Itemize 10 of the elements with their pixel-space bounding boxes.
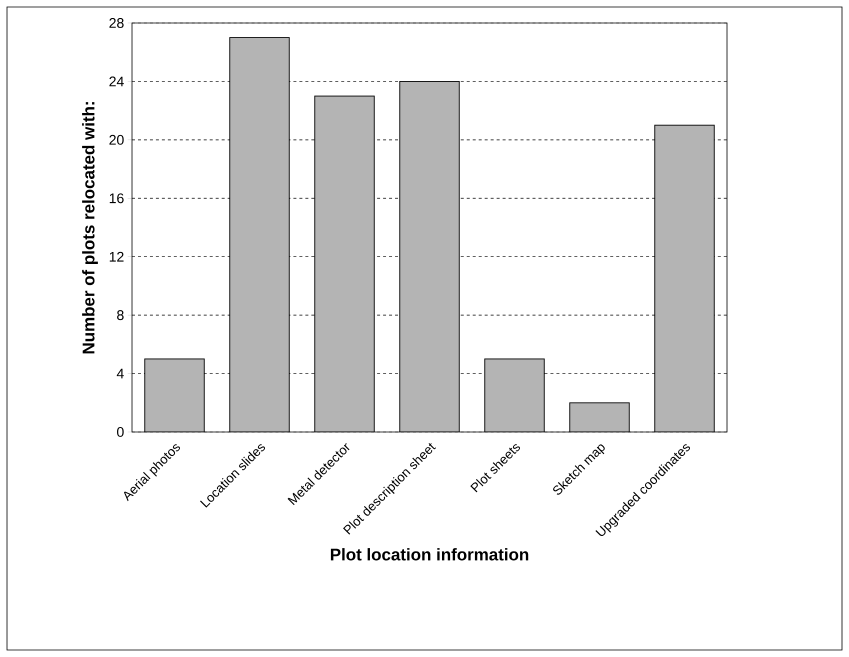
y-tick-label: 4 bbox=[116, 368, 124, 378]
y-axis-title: Number of plots relocated with: bbox=[82, 102, 98, 354]
y-tick-label: 8 bbox=[117, 310, 124, 320]
y-tick-label: 24 bbox=[109, 76, 124, 86]
x-axis-title: Plot location information bbox=[330, 548, 528, 561]
y-tick-label: 16 bbox=[110, 193, 124, 204]
y-tick-label: 20 bbox=[109, 134, 124, 145]
y-tick-label: 12 bbox=[110, 252, 124, 262]
y-tick-label: 28 bbox=[109, 18, 124, 28]
y-tick-label: 0 bbox=[117, 427, 124, 437]
